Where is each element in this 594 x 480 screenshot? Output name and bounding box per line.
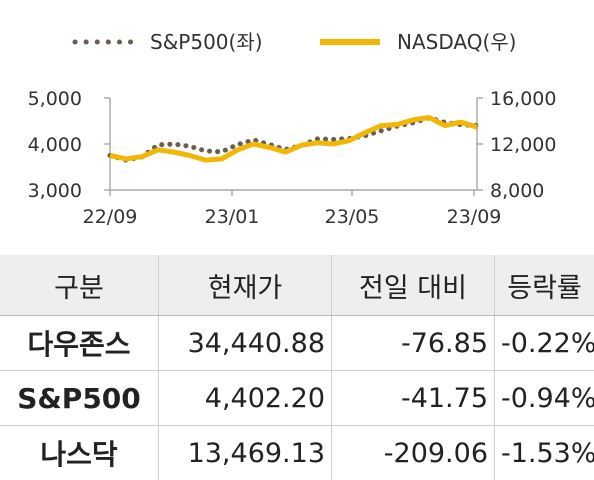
index-chart: 3,000 4,000 5,000 8,000 12,000 16,000 22/09 23/… xyxy=(28,30,557,228)
row-price: 13,469.13 xyxy=(158,425,332,480)
header-change: 전일 대비 xyxy=(331,255,495,316)
header-price: 현재가 xyxy=(158,255,332,316)
row-rate: -0.94% xyxy=(494,370,594,426)
row-change: -209.06 xyxy=(331,425,495,480)
header-category: 구분 xyxy=(0,255,159,316)
y-right-tick-label: 12,000 xyxy=(490,134,556,156)
table-row-nasdaq: 나스닥 13,469.13 -209.06 -1.53% xyxy=(0,425,594,480)
row-rate: -0.22% xyxy=(494,315,594,371)
row-name: 다우존스 xyxy=(0,315,159,371)
table-header-row: 구분 현재가 전일 대비 등락률 xyxy=(0,255,594,316)
row-change: -76.85 xyxy=(331,315,495,371)
legend-label-sp500: S&P500(좌) xyxy=(150,30,263,54)
header-rate: 등락률 xyxy=(494,255,594,316)
x-tick-label: 22/09 xyxy=(83,206,138,228)
legend-label-nasdaq: NASDAQ(우) xyxy=(397,30,516,54)
y-right-tick-label: 8,000 xyxy=(490,180,544,202)
row-change: -41.75 xyxy=(331,370,495,426)
x-tick-label: 23/01 xyxy=(205,206,260,228)
quote-table: 구분 현재가 전일 대비 등락률 다우존스 34,440.88 -76.85 -… xyxy=(0,255,594,480)
x-tick-label: 23/05 xyxy=(325,206,380,228)
y-left-tick-label: 5,000 xyxy=(28,88,82,110)
y-right-tick-label: 16,000 xyxy=(490,88,556,110)
row-name: 나스닥 xyxy=(0,425,159,480)
series-nasdaq-line xyxy=(109,115,478,163)
table-row-dow: 다우존스 34,440.88 -76.85 -0.22% xyxy=(0,315,594,371)
row-name: S&P500 xyxy=(0,370,159,426)
row-rate: -1.53% xyxy=(501,437,594,469)
y-left-tick-label: 3,000 xyxy=(28,180,82,202)
x-tick-label: 23/09 xyxy=(447,206,502,228)
y-left-tick-label: 4,000 xyxy=(28,134,82,156)
chart-canvas: 3,000 4,000 5,000 8,000 12,000 16,000 22/09 23/… xyxy=(28,30,557,228)
row-price: 34,440.88 xyxy=(158,315,332,371)
row-price: 4,402.20 xyxy=(158,370,332,426)
series-sp500-line xyxy=(107,115,480,163)
table-row-sp500: S&P500 4,402.20 -41.75 -0.94% xyxy=(0,370,594,426)
